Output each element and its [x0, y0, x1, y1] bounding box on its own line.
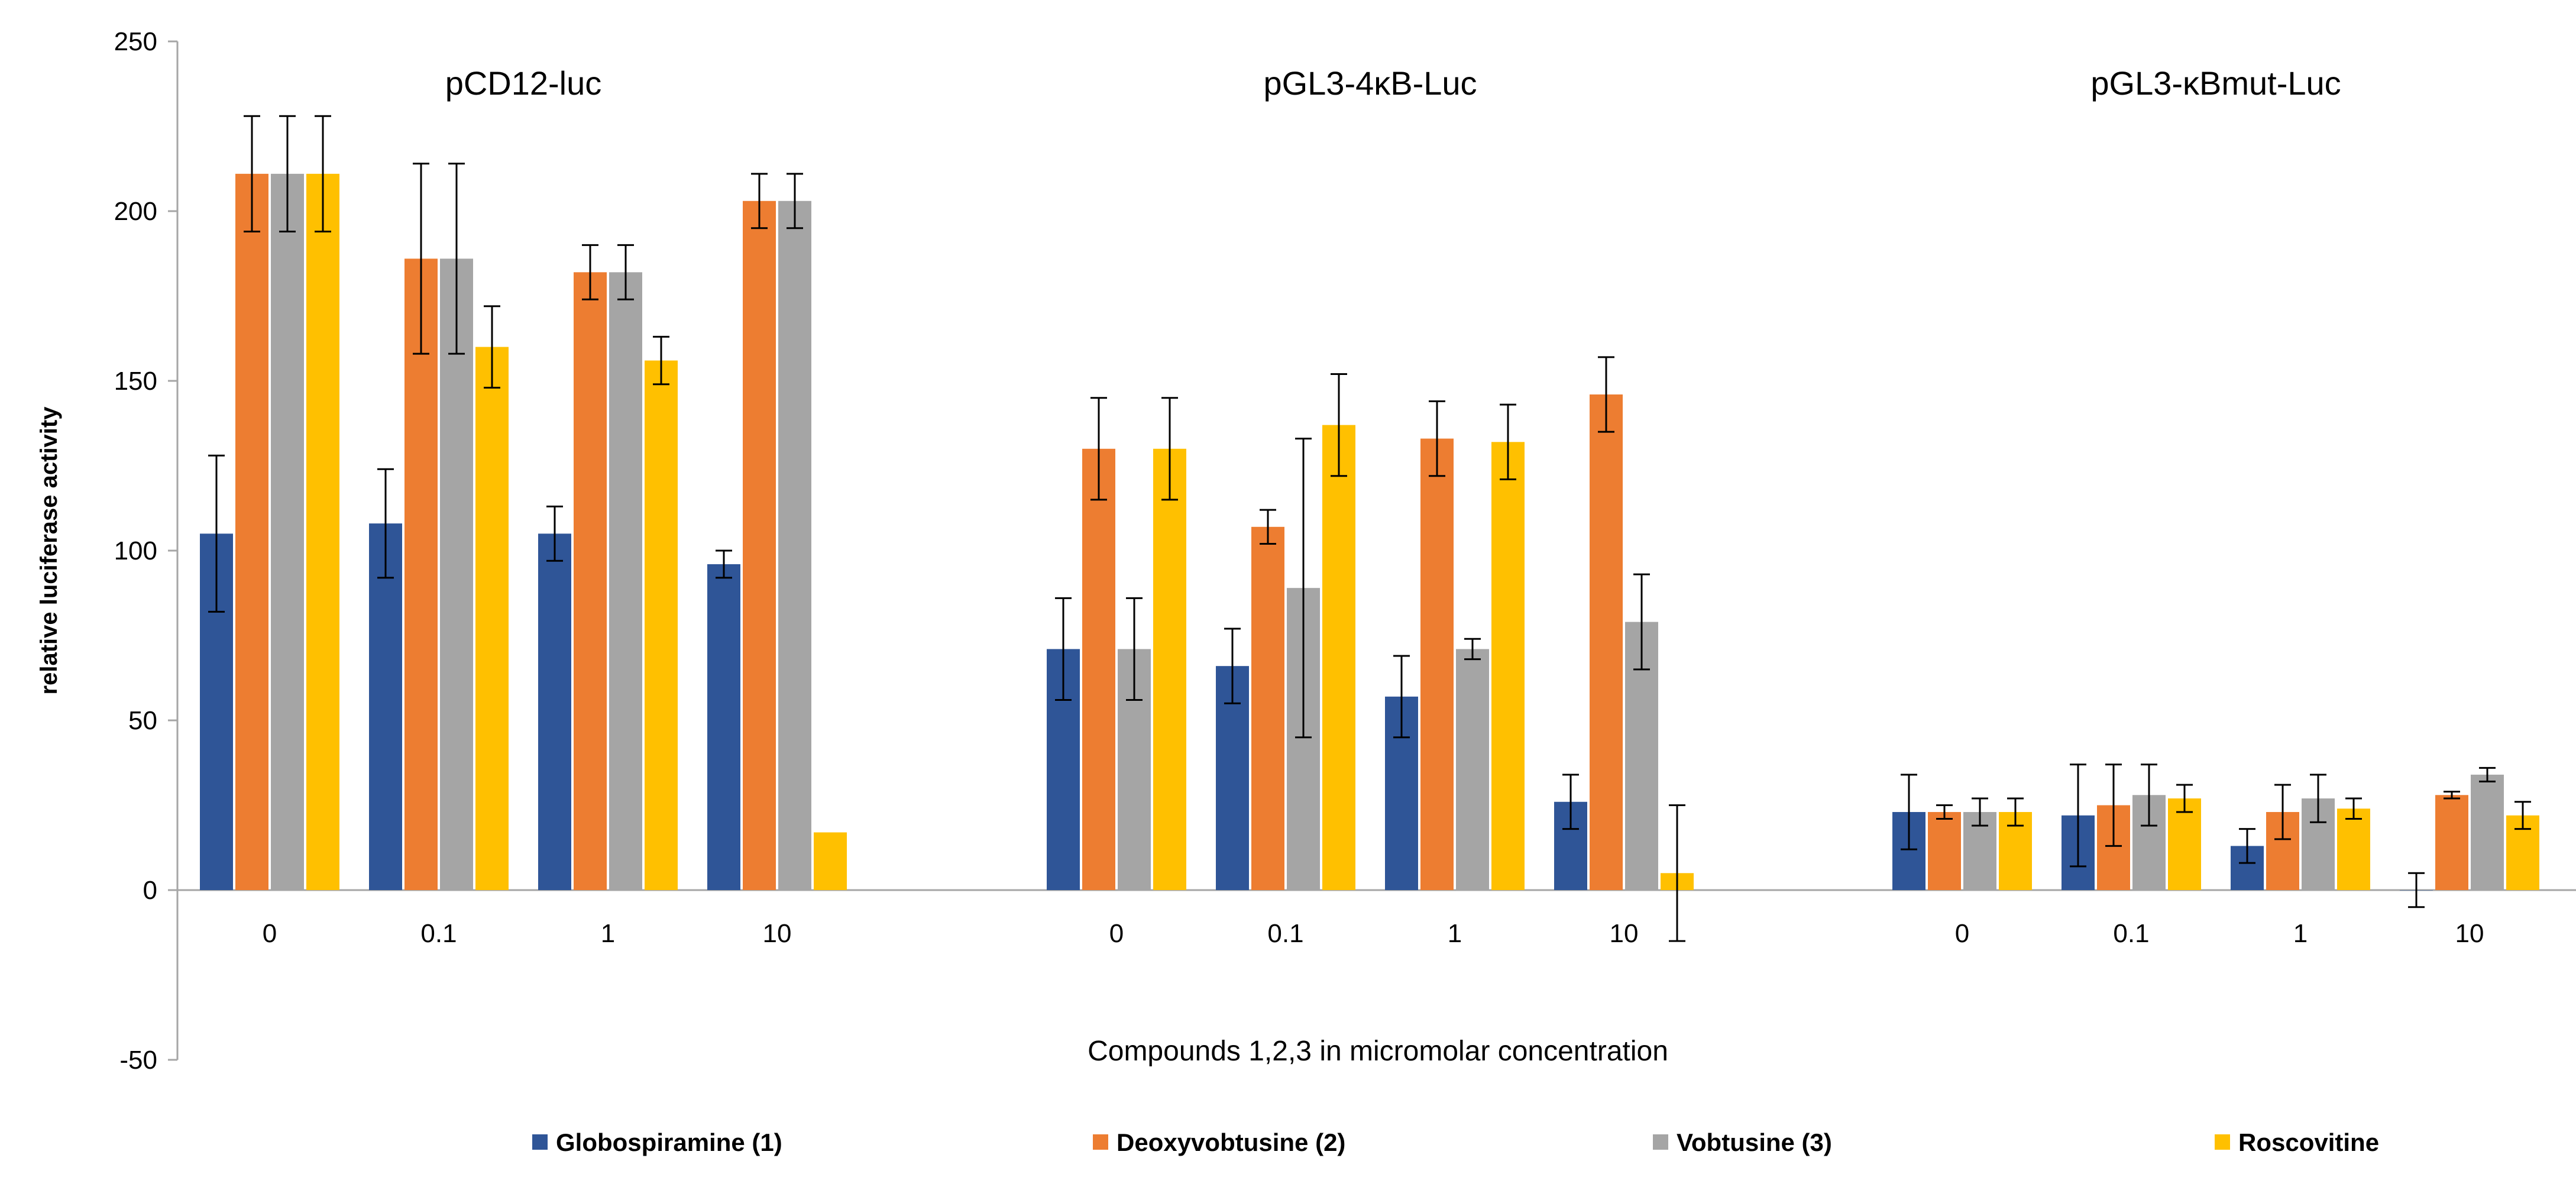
bar	[814, 832, 847, 890]
bar	[404, 258, 438, 890]
legend-label: Roscovitine	[2238, 1128, 2379, 1156]
x-tick-label: 1	[601, 919, 615, 948]
bar	[1456, 649, 1489, 890]
y-axis-ticks: -50 0 50 100 150 200 250	[114, 27, 177, 1075]
group-title: pGL3-κBmut-Luc	[2090, 64, 2341, 102]
y-tick-label: 200	[114, 197, 157, 226]
bar	[235, 173, 268, 890]
x-tick-label: 0.1	[1267, 919, 1303, 948]
bar	[475, 347, 509, 890]
legend-swatch	[1653, 1134, 1668, 1150]
x-tick-label: 0	[1955, 919, 1969, 948]
bar	[369, 523, 402, 890]
x-axis-ticks: 0 0.1 1 10 0 0.1 1 10 0 0.1 1 10	[263, 919, 2484, 948]
bar	[440, 258, 473, 890]
x-tick-label: 1	[2293, 919, 2308, 948]
x-tick-label: 0.1	[2113, 919, 2149, 948]
y-tick-label: 50	[128, 706, 157, 735]
y-tick-label: 150	[114, 367, 157, 396]
y-axis-title: relative luciferase activity	[36, 406, 62, 695]
bar	[1420, 438, 1454, 890]
bar	[707, 564, 740, 890]
bar	[271, 173, 304, 890]
bar	[1251, 526, 1284, 890]
legend-label: Vobtusine (3)	[1677, 1128, 1832, 1156]
bar	[2168, 798, 2201, 890]
legend: Globospiramine (1) Deoxyvobtusine (2) Vobt…	[532, 1128, 2379, 1156]
bar	[609, 272, 642, 890]
bars	[200, 173, 2539, 891]
bar	[306, 173, 339, 890]
bar	[1082, 448, 1115, 890]
legend-swatch	[1093, 1134, 1108, 1150]
bar	[538, 533, 571, 890]
bar	[2435, 795, 2468, 890]
bar	[1590, 394, 1623, 890]
x-tick-label: 0	[1109, 919, 1124, 948]
x-tick-label: 10	[763, 919, 792, 948]
bar	[778, 200, 811, 890]
group-titles: pCD12-luc pGL3-4κB-Luc pGL3-κBmut-Luc	[445, 64, 2341, 102]
bar	[743, 200, 776, 890]
bar	[645, 360, 678, 890]
y-tick-label: -50	[119, 1046, 157, 1075]
bar	[1491, 442, 1525, 890]
y-tick-label: 250	[114, 27, 157, 56]
group-title: pCD12-luc	[445, 64, 602, 102]
bar	[2471, 774, 2504, 890]
x-tick-label: 0.1	[420, 919, 457, 948]
legend-label: Deoxyvobtusine (2)	[1117, 1128, 1345, 1156]
bar	[2337, 808, 2370, 890]
bar	[1153, 448, 1186, 890]
legend-swatch	[2215, 1134, 2230, 1150]
bar	[1322, 425, 1355, 890]
x-tick-label: 0	[263, 919, 277, 948]
bar	[574, 272, 607, 890]
legend-swatch	[532, 1134, 548, 1150]
x-tick-label: 10	[1610, 919, 1639, 948]
y-tick-label: 0	[143, 876, 157, 905]
x-tick-label: 1	[1448, 919, 1462, 948]
y-tick-label: 100	[114, 536, 157, 565]
error-bars	[208, 115, 2531, 942]
group-title: pGL3-4κB-Luc	[1263, 64, 1477, 102]
bar	[1928, 811, 1961, 890]
axes	[176, 41, 2576, 1060]
x-tick-label: 10	[2455, 919, 2484, 948]
legend-label: Globospiramine (1)	[556, 1128, 782, 1156]
x-axis-title: Compounds 1,2,3 in micromolar concentrat…	[1088, 1036, 1668, 1067]
